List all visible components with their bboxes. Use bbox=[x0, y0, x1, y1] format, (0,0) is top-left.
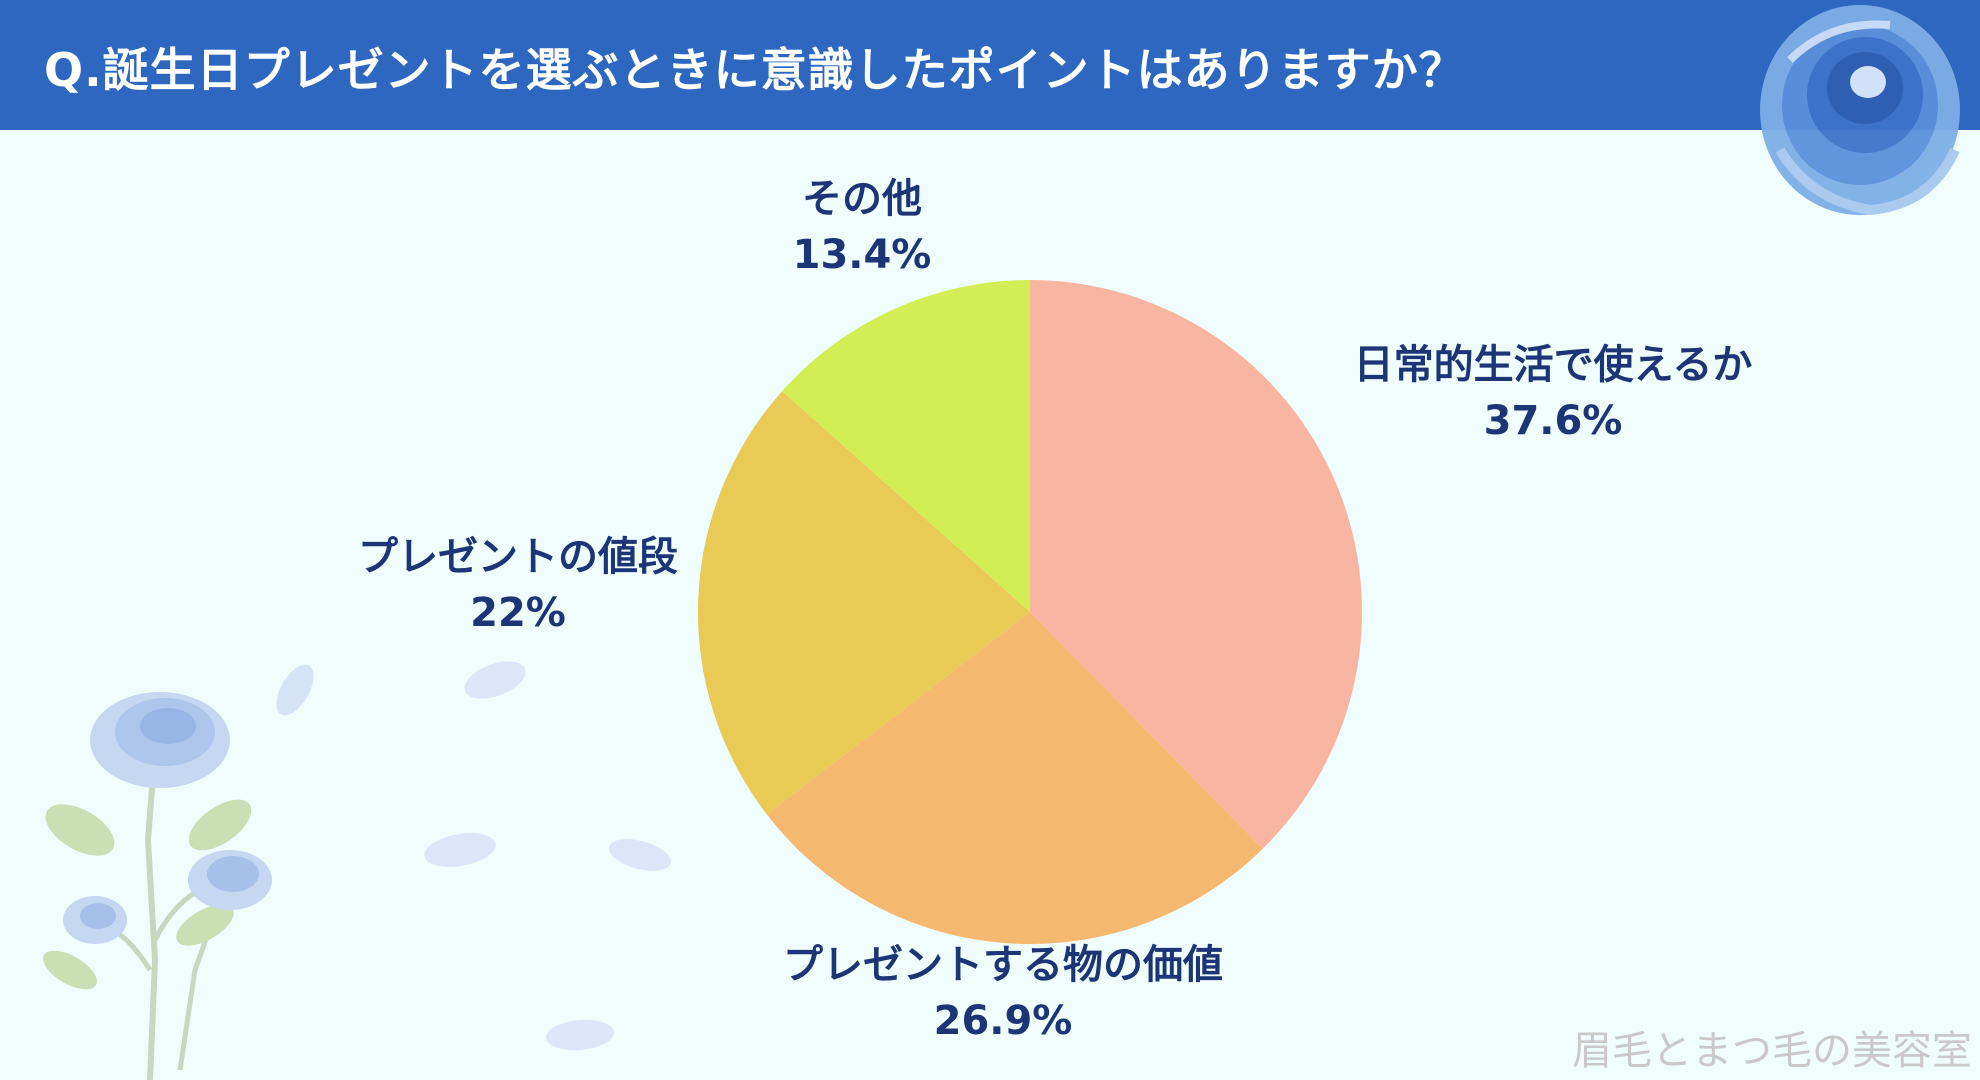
pie-slice-daily-use bbox=[1030, 280, 1362, 849]
slice-value-gift-price: 22% bbox=[470, 590, 566, 636]
chart-title: Q.誕生日プレゼントを選ぶときに意識したポイントはありますか？ bbox=[44, 43, 1466, 97]
pie-slices bbox=[698, 280, 1362, 945]
pie-slice-other bbox=[782, 280, 1030, 612]
slice-label-gift-price: プレゼントの値段 bbox=[358, 534, 678, 580]
pie-labels: 日常的生活で使えるか 37.6% プレゼントする物の価値 26.9% プレゼントの値段 2… bbox=[358, 176, 1752, 1044]
slice-value-other: 13.4% bbox=[793, 232, 932, 278]
blue-rose-decoration-bottom-left bbox=[43, 664, 314, 1080]
watermark: 眉毛とまつ毛の美容室 bbox=[1572, 1028, 1972, 1074]
slice-label-daily-use: 日常的生活で使えるか bbox=[1354, 342, 1753, 388]
blue-rose-decoration-top-right bbox=[1760, 5, 1960, 216]
pie-slice-gift-value bbox=[766, 612, 1263, 945]
pie-slice-gift-price bbox=[698, 391, 1030, 815]
slice-value-gift-value: 26.9% bbox=[934, 998, 1073, 1044]
slice-value-daily-use: 37.6% bbox=[1484, 398, 1623, 444]
petal-decorations bbox=[424, 661, 672, 1051]
slice-label-gift-value: プレゼントする物の価値 bbox=[783, 942, 1223, 988]
slice-label-other: その他 bbox=[802, 176, 922, 222]
header-bar: Q.誕生日プレゼントを選ぶときに意識したポイントはありますか？ bbox=[0, 0, 1980, 130]
